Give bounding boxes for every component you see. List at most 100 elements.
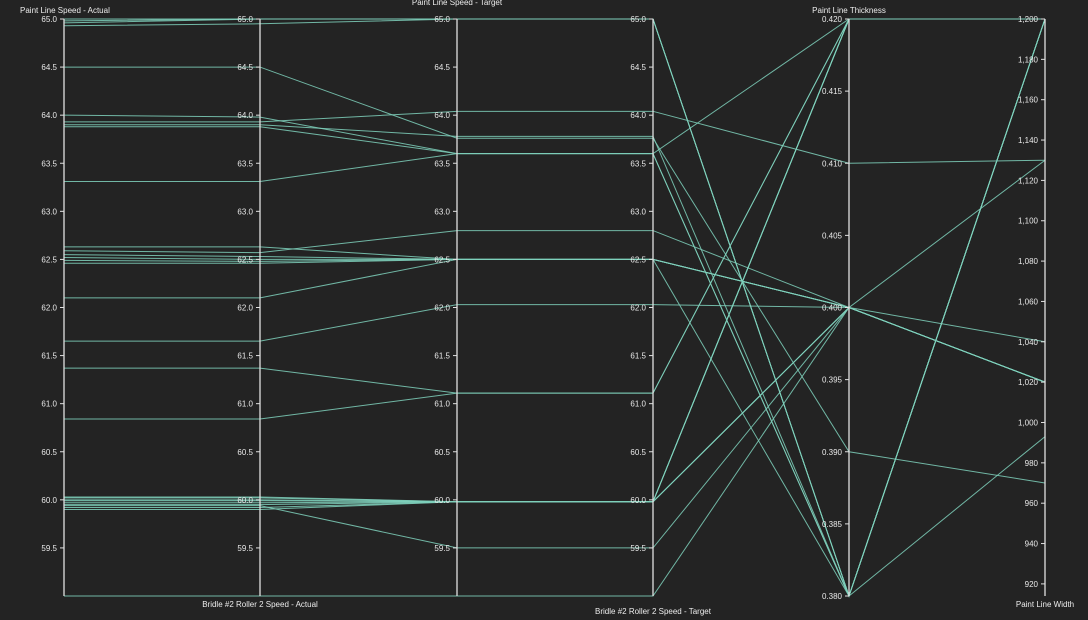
axis-title-pls_actual: Paint Line Speed - Actual (20, 6, 110, 15)
tick-label-thickness-0: 0.420 (822, 15, 843, 24)
tick-label-thickness-7: 0.385 (822, 520, 843, 529)
tick-label-width-7: 1,060 (1018, 297, 1039, 306)
tick-label-width-11: 980 (1025, 459, 1039, 468)
data-line-26 (64, 306, 1046, 549)
tick-label-br_target-1: 64.5 (630, 63, 646, 72)
tick-label-width-1: 1,180 (1018, 55, 1039, 64)
tick-label-br_actual-9: 60.5 (237, 448, 253, 457)
tick-label-br_target-5: 62.5 (630, 255, 646, 264)
data-line-14 (64, 258, 1046, 383)
tick-label-br_target-10: 60.0 (630, 496, 646, 505)
tick-label-pls_target-1: 64.5 (434, 63, 450, 72)
tick-label-width-10: 1,000 (1018, 418, 1039, 427)
tick-label-br_target-7: 61.5 (630, 352, 646, 361)
tick-label-pls_target-11: 59.5 (434, 544, 450, 553)
tick-label-pls_target-9: 60.5 (434, 448, 450, 457)
data-line-13 (63, 258, 1046, 383)
tick-label-pls_target-6: 62.0 (434, 304, 450, 313)
tick-label-pls_target-10: 60.0 (434, 496, 450, 505)
tick-label-pls_target-8: 61.0 (434, 400, 450, 409)
data-line-16 (64, 18, 1045, 394)
data-line-5 (64, 110, 1046, 164)
tick-label-pls_actual-3: 63.5 (41, 159, 57, 168)
tick-label-pls_actual-4: 63.0 (41, 207, 57, 216)
data-line-24 (64, 306, 1046, 509)
tick-label-br_target-3: 63.5 (630, 159, 646, 168)
tick-label-width-0: 1,200 (1018, 15, 1039, 24)
tick-label-br_target-4: 63.0 (630, 207, 646, 216)
axis-title-width: Paint Line Width (1016, 600, 1074, 609)
data-line-15 (64, 159, 1046, 342)
tick-label-br_actual-7: 61.5 (237, 352, 253, 361)
tick-label-pls_target-3: 63.5 (434, 159, 450, 168)
data-line-17 (64, 18, 1045, 420)
tick-label-pls_target-5: 62.5 (434, 255, 450, 264)
tick-label-br_actual-1: 64.5 (237, 63, 253, 72)
tick-label-width-13: 940 (1025, 540, 1039, 549)
data-lines (63, 18, 1046, 598)
data-line-25 (64, 306, 1046, 510)
axis-title-br_actual: Bridle #2 Roller 2 Speed - Actual (202, 600, 318, 609)
data-line-20 (64, 18, 1045, 503)
tick-label-width-4: 1,120 (1018, 176, 1039, 185)
axis-pls_actual: 65.0 64.5 64.0 63.5 63.0 62.5 62.0 61.5 61.0 60.5… (41, 15, 65, 596)
tick-label-br_target-2: 64.0 (630, 111, 646, 120)
tick-label-br_target-11: 59.5 (630, 544, 646, 553)
data-line-8 (64, 18, 1046, 598)
tick-label-pls_actual-10: 60.0 (41, 496, 57, 505)
tick-label-pls_actual-11: 59.5 (41, 544, 57, 553)
tick-label-br_actual-4: 63.0 (237, 207, 253, 216)
tick-label-pls_actual-8: 61.0 (41, 400, 57, 409)
tick-label-br_actual-3: 63.5 (237, 159, 253, 168)
tick-label-thickness-8: 0.380 (822, 592, 843, 601)
tick-label-br_target-8: 61.0 (630, 400, 646, 409)
tick-label-width-9: 1,020 (1018, 378, 1039, 387)
data-line-4 (63, 18, 1045, 155)
axis-br_actual: 65.0 64.5 64.0 63.5 63.0 62.5 62.0 61.5 61.0 60.5… (237, 15, 261, 596)
tick-label-thickness-6: 0.390 (822, 448, 843, 457)
tick-label-br_actual-0: 65.0 (237, 15, 253, 24)
axis-pls_target: 65.0 64.5 64.0 63.5 63.0 62.5 62.0 61.5 61.0 60.5… (434, 15, 458, 596)
tick-label-pls_actual-0: 65.0 (41, 15, 57, 24)
tick-label-br_actual-6: 62.0 (237, 304, 253, 313)
tick-label-pls_actual-1: 64.5 (41, 63, 57, 72)
tick-label-pls_target-0: 65.0 (434, 15, 450, 24)
tick-label-width-14: 920 (1025, 580, 1039, 589)
tick-label-pls_actual-6: 62.0 (41, 304, 57, 313)
axis-title-thickness: Paint Line Thickness (812, 6, 886, 15)
tick-label-br_target-0: 65.0 (630, 15, 646, 24)
tick-label-br_actual-5: 62.5 (237, 255, 253, 264)
axis-thickness: 0.420 0.415 0.410 0.405 0.400 0.395 0.390 0.385… (822, 15, 850, 601)
tick-label-width-12: 960 (1025, 499, 1039, 508)
axis-title-br_target: Bridle #2 Roller 2 Speed - Target (595, 607, 712, 616)
tick-label-thickness-5: 0.395 (822, 376, 843, 385)
axis-width: 1,200 1,180 1,160 1,140 1,120 1,100 1,080 1,060… (1018, 15, 1046, 596)
tick-label-br_target-6: 62.0 (630, 304, 646, 313)
data-line-19 (64, 18, 1045, 503)
tick-label-width-5: 1,100 (1018, 217, 1039, 226)
tick-label-thickness-4: 0.400 (822, 304, 843, 313)
tick-label-br_actual-2: 64.0 (237, 111, 253, 120)
tick-label-br_actual-11: 59.5 (237, 544, 253, 553)
data-line-9 (64, 246, 1046, 383)
axis-title-pls_target: Paint Line Speed - Target (412, 0, 503, 7)
data-line-12 (63, 256, 1046, 383)
tick-label-width-3: 1,140 (1018, 136, 1039, 145)
axis-br_target: 65.0 64.5 64.0 63.5 63.0 62.5 62.0 61.5 61.0 60.5… (630, 15, 654, 596)
tick-label-br_actual-8: 61.0 (237, 400, 253, 409)
tick-label-thickness-1: 0.415 (822, 87, 843, 96)
tick-label-thickness-2: 0.410 (822, 159, 843, 168)
data-line-23 (64, 306, 1046, 506)
tick-label-width-2: 1,160 (1018, 96, 1039, 105)
data-line-10 (63, 230, 1046, 343)
tick-label-pls_actual-7: 61.5 (41, 352, 57, 361)
data-line-21 (64, 18, 1045, 503)
tick-label-width-8: 1,040 (1018, 338, 1039, 347)
tick-label-pls_actual-2: 64.0 (41, 111, 57, 120)
data-line-18 (64, 18, 1045, 503)
data-line-28 (64, 66, 1046, 484)
tick-label-pls_target-4: 63.0 (434, 207, 450, 216)
data-line-11 (63, 254, 1046, 383)
tick-label-br_target-9: 60.5 (630, 448, 646, 457)
